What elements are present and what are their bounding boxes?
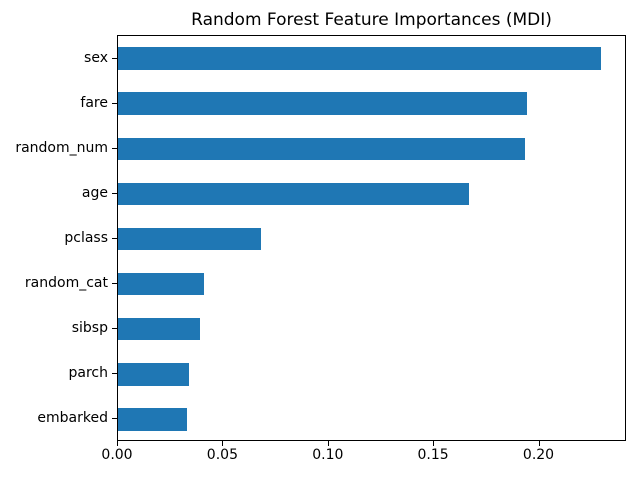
y-tick-label-embarked: embarked bbox=[37, 410, 108, 427]
y-tick-mark bbox=[112, 147, 117, 149]
bar-sibsp bbox=[118, 317, 200, 341]
y-tick-label-sex: sex bbox=[84, 49, 108, 66]
x-tick-label: 0.15 bbox=[417, 447, 449, 463]
y-tick-label-pclass: pclass bbox=[64, 230, 108, 246]
bar-fare bbox=[118, 92, 528, 115]
y-tick-mark bbox=[112, 192, 117, 194]
x-tick-mark bbox=[433, 441, 435, 446]
x-tick-label: 0.00 bbox=[101, 447, 133, 463]
chart-title: Random Forest Feature Importances (MDI) bbox=[191, 10, 552, 30]
y-tick-label-age: age bbox=[81, 184, 108, 201]
bar-random_num bbox=[118, 137, 526, 161]
y-tick-mark bbox=[112, 102, 117, 104]
y-tick-label-sibsp: sibsp bbox=[71, 320, 108, 337]
bar-parch bbox=[118, 363, 190, 386]
bar-age bbox=[118, 182, 469, 206]
x-tick-mark bbox=[327, 441, 329, 446]
y-tick-mark bbox=[112, 328, 117, 330]
plot-area bbox=[117, 35, 626, 441]
y-tick-mark bbox=[112, 373, 117, 375]
x-tick-label: 0.20 bbox=[522, 447, 555, 463]
bar-sex bbox=[118, 47, 601, 70]
y-tick-mark bbox=[112, 418, 117, 420]
bar-embarked bbox=[118, 408, 188, 431]
y-tick-label-random_cat: random_cat bbox=[24, 275, 108, 292]
y-tick-mark bbox=[112, 57, 117, 59]
x-tick-label: 0.10 bbox=[312, 447, 344, 463]
x-tick-label: 0.05 bbox=[206, 447, 238, 463]
x-tick-mark bbox=[538, 441, 540, 446]
y-tick-mark bbox=[112, 238, 117, 239]
bar-pclass bbox=[118, 227, 261, 251]
bar-random_cat bbox=[118, 272, 205, 296]
x-tick-mark bbox=[117, 441, 118, 446]
y-tick-label-random_num: random_num bbox=[15, 139, 108, 156]
x-tick-mark bbox=[222, 441, 224, 446]
y-tick-label-fare: fare bbox=[80, 94, 108, 111]
y-tick-mark bbox=[112, 283, 117, 285]
y-tick-label-parch: parch bbox=[68, 365, 108, 382]
